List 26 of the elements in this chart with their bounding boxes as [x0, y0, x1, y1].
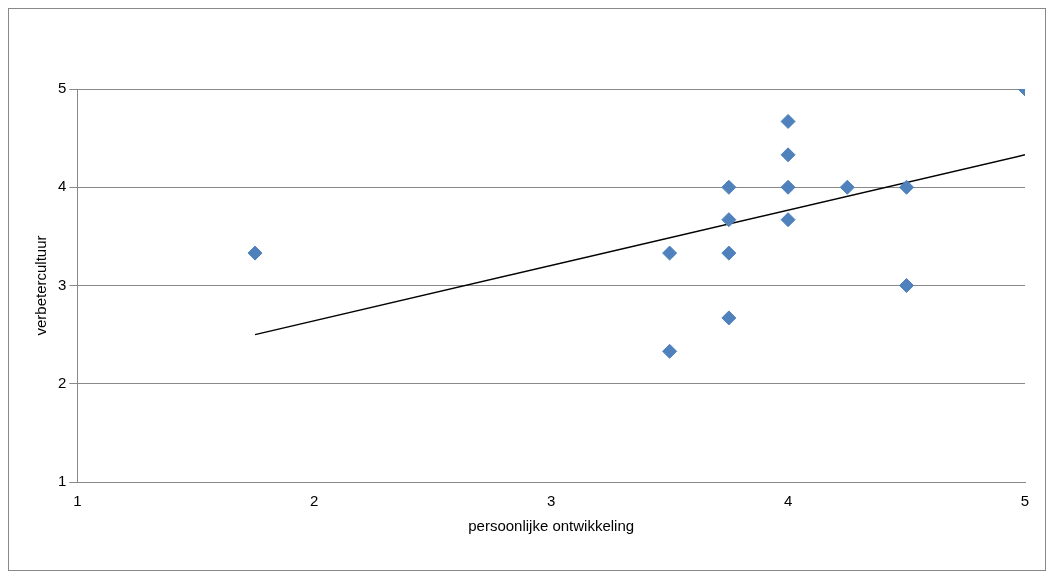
point: [780, 212, 796, 228]
y-axis-title: verbetercultuur: [32, 235, 50, 336]
x-tick-label: 4: [783, 492, 793, 510]
y-tick-label: 3: [58, 275, 67, 293]
point: [721, 179, 737, 195]
x-axis-title: persoonlijke ontwikkeling: [468, 517, 635, 535]
point: [839, 179, 855, 195]
point: [662, 343, 678, 359]
point: [780, 113, 796, 129]
y-tick-label: 4: [58, 177, 67, 195]
y-tick-label: 2: [58, 373, 67, 391]
point: [247, 245, 263, 261]
point: [721, 245, 737, 261]
point: [899, 179, 915, 195]
x-tick-label: 5: [1020, 492, 1030, 510]
y-tick-label: 5: [58, 79, 67, 97]
point: [780, 179, 796, 195]
point: [899, 278, 915, 293]
point: [721, 310, 737, 326]
point: [721, 212, 737, 228]
x-tick-label: 3: [547, 492, 556, 510]
y-tick-label: 1: [58, 472, 67, 490]
x-tick-label: 2: [310, 492, 319, 510]
point: [662, 245, 678, 261]
point: [780, 147, 796, 163]
x-tick-label: 1: [73, 492, 82, 510]
